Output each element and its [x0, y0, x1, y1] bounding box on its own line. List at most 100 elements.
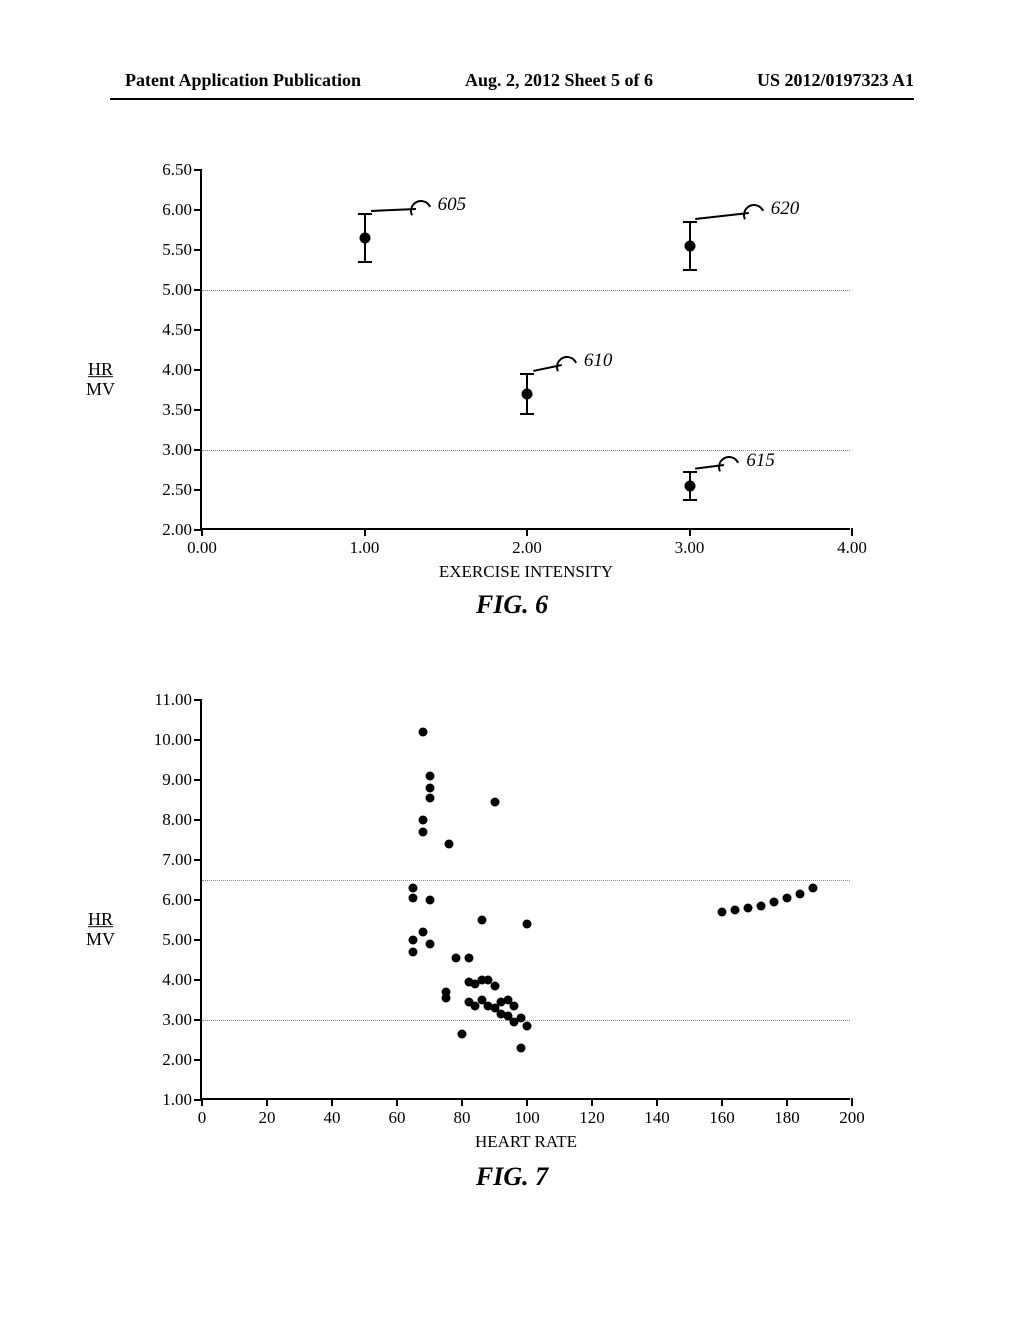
data-point: [796, 890, 805, 899]
y-tick-label: 3.00: [162, 1010, 202, 1030]
data-point: [516, 1014, 525, 1023]
x-tick-label: 40: [324, 1098, 341, 1128]
x-tick-label: 1.00: [350, 528, 380, 558]
fig6-plot-area: EXERCISE INTENSITY 2.002.503.003.504.004…: [200, 170, 850, 530]
gridline: [202, 880, 850, 881]
callout-label: 605: [438, 194, 467, 216]
y-tick-label: 6.00: [162, 200, 202, 220]
data-point: [359, 233, 370, 244]
data-point: [419, 828, 428, 837]
data-point: [451, 954, 460, 963]
data-point: [464, 954, 473, 963]
callout-arc: [407, 197, 435, 225]
figure-6: HR MV EXERCISE INTENSITY 2.002.503.003.5…: [140, 160, 884, 600]
error-cap: [520, 413, 534, 415]
x-tick-label: 2.00: [512, 528, 542, 558]
header-center: Aug. 2, 2012 Sheet 5 of 6: [465, 70, 653, 91]
error-cap: [520, 373, 534, 375]
data-point: [490, 982, 499, 991]
y-tick-label: 3.50: [162, 400, 202, 420]
y-tick-label: 4.50: [162, 320, 202, 340]
data-point: [731, 906, 740, 915]
y-tick-label: 8.00: [162, 810, 202, 830]
y-tick-label: 6.50: [162, 160, 202, 180]
y-tick-label: 5.00: [162, 280, 202, 300]
data-point: [510, 1002, 519, 1011]
x-tick-label: 180: [774, 1098, 800, 1128]
x-tick-label: 4.00: [837, 528, 867, 558]
x-tick-label: 140: [644, 1098, 670, 1128]
y-tick-label: 11.00: [154, 690, 202, 710]
data-point: [441, 994, 450, 1003]
x-tick-label: 100: [514, 1098, 540, 1128]
error-cap: [683, 269, 697, 271]
x-tick-label: 0: [198, 1098, 207, 1128]
data-point: [744, 904, 753, 913]
data-point: [409, 884, 418, 893]
data-point: [445, 840, 454, 849]
callout-label: 620: [771, 198, 800, 220]
y-tick-label: 2.00: [162, 1050, 202, 1070]
y-tick-label: 4.00: [162, 360, 202, 380]
y-tick-label: 4.00: [162, 970, 202, 990]
callout-arc: [740, 201, 768, 229]
data-point: [419, 728, 428, 737]
x-tick-label: 80: [454, 1098, 471, 1128]
y-tick-label: 10.00: [154, 730, 202, 750]
callout-arc: [715, 453, 743, 481]
data-point: [425, 772, 434, 781]
x-tick-label: 200: [839, 1098, 865, 1128]
error-cap: [683, 221, 697, 223]
y-tick-label: 5.00: [162, 930, 202, 950]
data-point: [458, 1030, 467, 1039]
gridline: [202, 290, 850, 291]
error-cap: [358, 213, 372, 215]
data-point: [425, 896, 434, 905]
y-tick-label: 5.50: [162, 240, 202, 260]
page-header: Patent Application Publication Aug. 2, 2…: [0, 70, 1024, 91]
fig6-y-label-denominator: MV: [86, 380, 115, 400]
y-tick-label: 7.00: [162, 850, 202, 870]
fig7-caption: FIG. 7: [476, 1162, 548, 1192]
data-point: [409, 894, 418, 903]
fig6-caption: FIG. 6: [476, 590, 548, 620]
data-point: [419, 816, 428, 825]
error-cap: [683, 499, 697, 501]
data-point: [684, 241, 695, 252]
data-point: [770, 898, 779, 907]
data-point: [409, 936, 418, 945]
data-point: [757, 902, 766, 911]
fig7-y-axis-label: HR MV: [86, 910, 115, 950]
fig7-y-label-numerator: HR: [86, 910, 115, 930]
error-cap: [358, 261, 372, 263]
callout-label: 610: [584, 350, 613, 372]
fig7-y-label-denominator: MV: [86, 930, 115, 950]
header-right: US 2012/0197323 A1: [757, 70, 914, 91]
data-point: [516, 1044, 525, 1053]
x-tick-label: 60: [389, 1098, 406, 1128]
data-point: [718, 908, 727, 917]
x-tick-label: 3.00: [675, 528, 705, 558]
y-tick-label: 9.00: [162, 770, 202, 790]
data-point: [523, 1022, 532, 1031]
fig6-y-axis-label: HR MV: [86, 360, 115, 400]
y-tick-label: 2.50: [162, 480, 202, 500]
x-tick-label: 20: [259, 1098, 276, 1128]
callout-leader: [695, 212, 748, 220]
header-left: Patent Application Publication: [125, 70, 361, 91]
data-point: [409, 948, 418, 957]
page: Patent Application Publication Aug. 2, 2…: [0, 0, 1024, 1320]
x-tick-label: 160: [709, 1098, 735, 1128]
data-point: [425, 940, 434, 949]
data-point: [523, 920, 532, 929]
error-cap: [683, 471, 697, 473]
y-tick-label: 3.00: [162, 440, 202, 460]
data-point: [419, 928, 428, 937]
data-point: [783, 894, 792, 903]
x-tick-label: 120: [579, 1098, 605, 1128]
data-point: [809, 884, 818, 893]
x-tick-label: 0.00: [187, 528, 217, 558]
y-tick-label: 6.00: [162, 890, 202, 910]
header-rule: [110, 98, 914, 100]
data-point: [425, 794, 434, 803]
